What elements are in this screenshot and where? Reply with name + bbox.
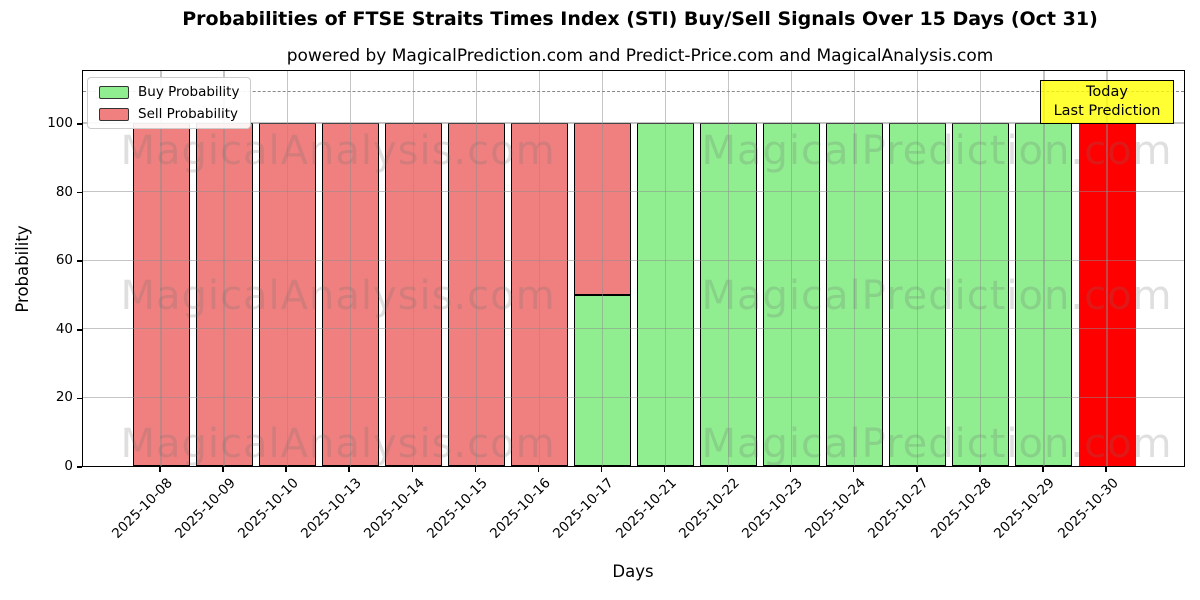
x-tick xyxy=(348,467,350,472)
sell-probability-swatch-icon xyxy=(99,107,129,121)
x-tick xyxy=(916,467,918,472)
x-tick-label-text: 2025-10-21 xyxy=(613,475,680,542)
v-gridline xyxy=(1106,71,1108,466)
x-tick xyxy=(663,467,666,472)
y-tick-label: 60 xyxy=(55,252,73,269)
y-tick xyxy=(77,123,82,125)
legend-item-sell: Sell Probability xyxy=(99,106,239,122)
x-tick xyxy=(852,467,855,472)
y-tick xyxy=(77,397,82,400)
watermark: MagicalPrediction.com xyxy=(701,128,1173,174)
watermark: MagicalAnalysis.com xyxy=(120,421,556,467)
x-tick xyxy=(474,467,477,472)
x-tick xyxy=(159,467,161,472)
watermark: MagicalAnalysis.com xyxy=(120,273,556,319)
x-tick-label-text: 2025-10-13 xyxy=(297,475,365,542)
v-gridline xyxy=(538,71,540,466)
legend-label-sell: Sell Probability xyxy=(138,106,239,122)
v-gridline xyxy=(917,71,919,466)
x-tick-label-text: 2025-10-27 xyxy=(865,475,933,542)
y-tick-label: 100 xyxy=(47,115,73,131)
dashed-guideline xyxy=(83,90,1184,92)
y-tick-label: 40 xyxy=(55,320,73,337)
v-gridline xyxy=(728,71,730,466)
x-tick xyxy=(222,467,224,472)
h-gridline xyxy=(83,191,1184,193)
y-tick xyxy=(77,466,82,468)
legend: Buy Probability Sell Probability xyxy=(87,77,252,129)
today-annotation-line2: Last Prediction xyxy=(1053,103,1161,119)
h-gridline xyxy=(83,328,1184,330)
v-gridline xyxy=(980,71,982,466)
x-axis-label: Days xyxy=(612,562,654,581)
watermark: MagicalPrediction.com xyxy=(701,421,1173,467)
x-tick-label-text: 2025-10-28 xyxy=(928,475,996,542)
legend-label-buy: Buy Probability xyxy=(138,84,240,100)
buy-probability-swatch-icon xyxy=(99,85,129,99)
x-tick-label-text: 2025-10-29 xyxy=(991,475,1059,542)
v-gridline xyxy=(349,71,351,466)
x-tick-label-text: 2025-10-09 xyxy=(171,475,239,542)
watermark: MagicalAnalysis.com xyxy=(120,128,556,174)
x-tick-label-text: 2025-10-24 xyxy=(802,475,870,542)
x-tick xyxy=(537,467,540,472)
v-gridline xyxy=(854,71,856,466)
y-tick-label: 80 xyxy=(55,183,73,200)
v-gridline xyxy=(1043,71,1045,466)
y-tick xyxy=(77,329,82,331)
v-gridline xyxy=(286,71,288,466)
v-gridline xyxy=(160,71,162,466)
plot-area: Buy Probability Sell Probability Today L… xyxy=(82,70,1185,467)
x-tick xyxy=(726,467,729,472)
x-tick-label-text: 2025-10-14 xyxy=(360,475,428,542)
y-tick xyxy=(77,191,82,194)
v-gridline xyxy=(664,71,667,466)
y-tick-label: 0 xyxy=(64,458,73,474)
chart-title: Probabilities of FTSE Straits Times Inde… xyxy=(182,8,1098,30)
v-gridline xyxy=(412,71,414,466)
v-gridline xyxy=(791,71,793,466)
y-tick-label: 20 xyxy=(55,389,73,406)
v-gridline xyxy=(223,71,225,466)
watermark: MagicalPrediction.com xyxy=(701,273,1173,319)
x-tick xyxy=(1105,467,1107,472)
x-tick-label-text: 2025-10-17 xyxy=(549,475,617,542)
v-gridline xyxy=(475,71,477,466)
x-tick-label-text: 2025-10-22 xyxy=(676,475,743,542)
x-tick xyxy=(789,467,792,472)
x-tick-label-text: 2025-10-10 xyxy=(234,475,302,542)
x-tick-label-text: 2025-10-30 xyxy=(1054,475,1122,542)
h-gridline xyxy=(83,259,1184,261)
v-gridline xyxy=(601,71,604,466)
y-tick xyxy=(77,260,82,262)
legend-item-buy: Buy Probability xyxy=(99,84,239,100)
x-tick xyxy=(285,467,287,472)
x-tick xyxy=(411,467,414,472)
x-tick xyxy=(979,467,981,472)
x-tick-label-text: 2025-10-08 xyxy=(108,475,176,542)
chart-subtitle: powered by MagicalPrediction.com and Pre… xyxy=(286,46,994,66)
x-tick-label-text: 2025-10-23 xyxy=(739,475,806,542)
today-annotation-line1: Today xyxy=(1086,84,1128,100)
today-annotation: Today Last Prediction xyxy=(1040,80,1174,124)
h-gridline xyxy=(83,122,1184,124)
x-tick-label-text: 2025-10-16 xyxy=(486,475,554,542)
x-tick xyxy=(600,467,603,472)
x-tick-label-text: 2025-10-15 xyxy=(423,475,491,542)
x-tick xyxy=(1042,467,1044,472)
h-gridline xyxy=(83,396,1184,398)
